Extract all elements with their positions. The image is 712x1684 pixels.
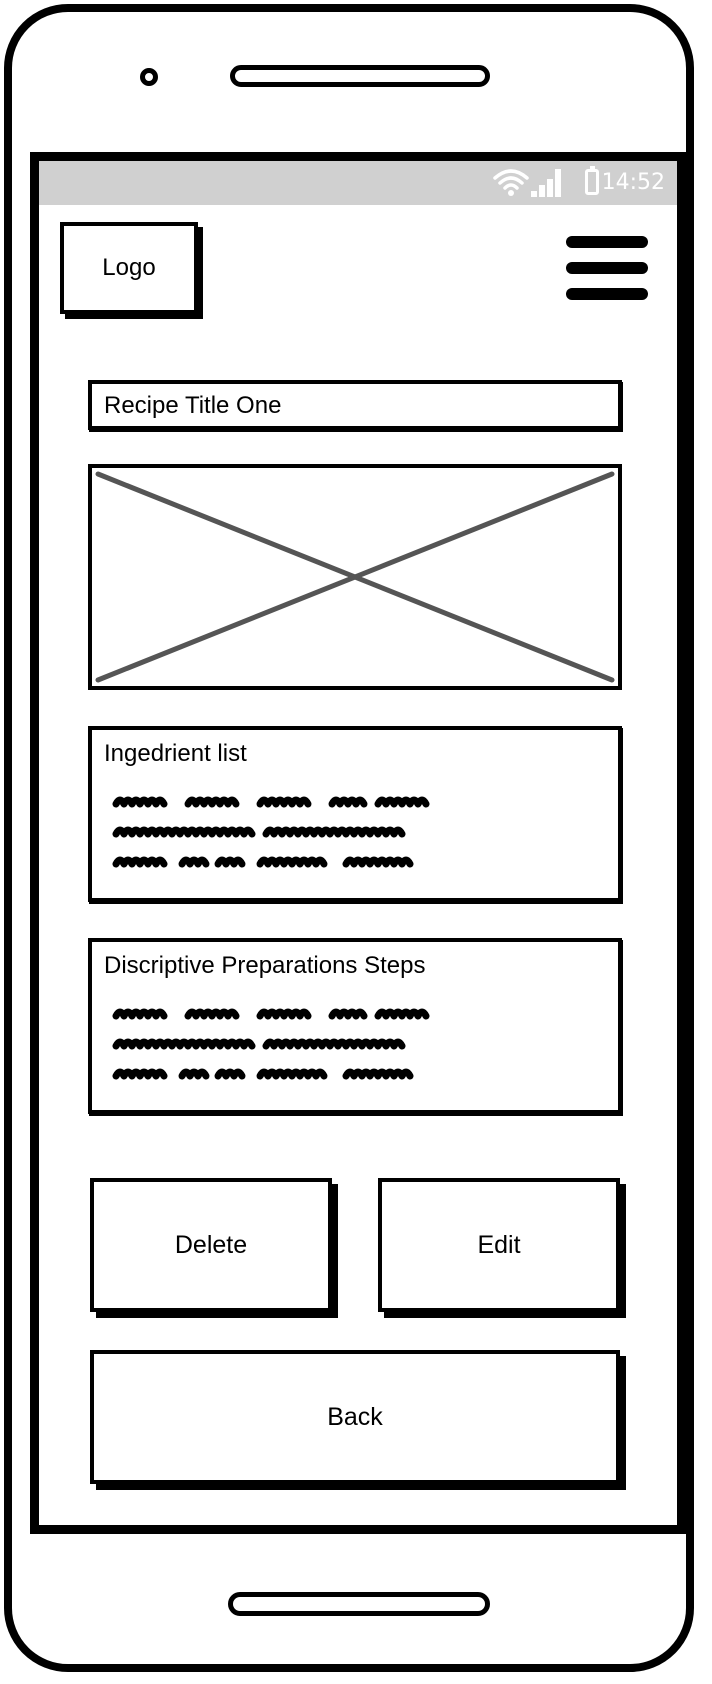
back-button[interactable]: Back bbox=[90, 1350, 620, 1484]
recipe-title-text: Recipe Title One bbox=[104, 392, 282, 419]
phone-frame bbox=[4, 4, 694, 1672]
camera-icon bbox=[140, 68, 158, 86]
delete-button[interactable]: Delete bbox=[90, 1178, 332, 1312]
status-bar: 14:52 bbox=[39, 161, 677, 205]
delete-button-label: Delete bbox=[174, 1230, 248, 1259]
recipe-image-placeholder bbox=[88, 464, 622, 690]
signal-icon bbox=[531, 169, 565, 197]
home-button[interactable] bbox=[228, 1592, 490, 1616]
placeholder-text-scribble bbox=[112, 796, 430, 868]
battery-icon bbox=[585, 166, 599, 195]
recipe-title: Recipe Title One bbox=[88, 380, 622, 430]
back-button-label: Back bbox=[327, 1402, 383, 1431]
logo-label: Logo bbox=[102, 254, 156, 281]
preparation-steps-panel: Discriptive Preparations Steps bbox=[88, 938, 622, 1114]
logo[interactable]: Logo bbox=[60, 222, 198, 314]
speaker-grille bbox=[230, 65, 490, 87]
preparation-steps-heading: Discriptive Preparations Steps bbox=[104, 952, 426, 979]
ingredient-list-panel: Ingedrient list bbox=[88, 726, 622, 902]
hamburger-menu-icon[interactable] bbox=[566, 236, 648, 306]
ingredient-list-heading: Ingedrient list bbox=[104, 740, 247, 767]
placeholder-text-scribble bbox=[112, 1008, 430, 1080]
wifi-icon bbox=[493, 167, 529, 197]
edit-button[interactable]: Edit bbox=[378, 1178, 620, 1312]
status-time: 14:52 bbox=[601, 170, 665, 195]
edit-button-label: Edit bbox=[477, 1230, 521, 1259]
